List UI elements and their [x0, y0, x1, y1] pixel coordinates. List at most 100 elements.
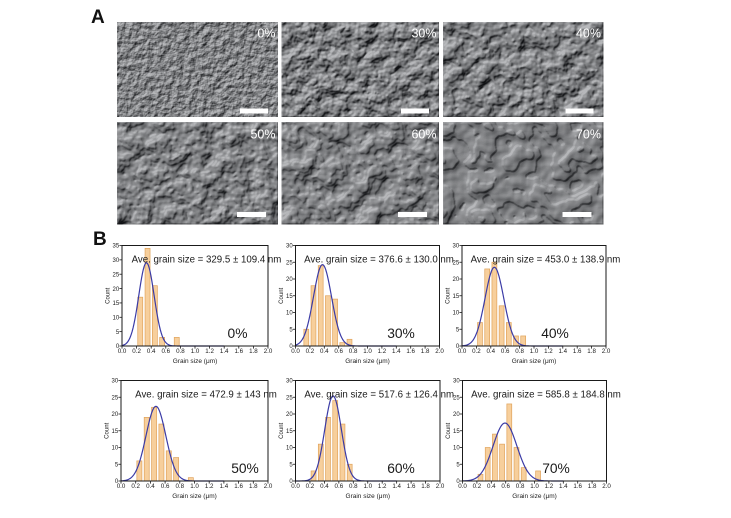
svg-text:5: 5 [116, 330, 120, 336]
svg-text:0.6: 0.6 [335, 483, 344, 490]
svg-text:2.0: 2.0 [264, 348, 273, 355]
svg-text:1.2: 1.2 [378, 483, 387, 490]
svg-text:0.8: 0.8 [349, 348, 358, 355]
svg-text:20: 20 [453, 412, 460, 418]
svg-text:1.2: 1.2 [205, 483, 214, 490]
svg-text:0.8: 0.8 [349, 483, 358, 490]
svg-text:1.4: 1.4 [558, 348, 567, 355]
svg-text:0.0: 0.0 [291, 483, 300, 490]
svg-text:Grain size (μm): Grain size (μm) [173, 358, 218, 365]
svg-text:30: 30 [453, 244, 460, 250]
svg-text:1.0: 1.0 [530, 483, 539, 490]
svg-text:0.0: 0.0 [291, 348, 300, 355]
svg-text:0.6: 0.6 [161, 483, 170, 490]
svg-text:0: 0 [289, 479, 293, 485]
svg-text:1.4: 1.4 [392, 348, 401, 355]
svg-text:15: 15 [453, 294, 460, 300]
svg-text:Grain size (μm): Grain size (μm) [345, 358, 390, 365]
svg-text:Count: Count [106, 287, 112, 303]
svg-text:0: 0 [116, 344, 120, 350]
svg-text:0%: 0% [257, 27, 275, 41]
svg-text:35: 35 [113, 244, 120, 250]
svg-text:1.6: 1.6 [406, 348, 415, 355]
svg-text:0: 0 [456, 479, 460, 485]
svg-text:Ave. grain size = 517.6 ± 126.: Ave. grain size = 517.6 ± 126.4 nm [304, 389, 454, 400]
svg-text:1.8: 1.8 [249, 348, 258, 355]
svg-text:Count: Count [446, 287, 452, 303]
svg-text:0.6: 0.6 [161, 348, 170, 355]
svg-text:0.6: 0.6 [334, 348, 343, 355]
svg-text:5: 5 [456, 462, 460, 468]
svg-text:1.4: 1.4 [220, 483, 229, 490]
svg-text:Ave. grain size = 329.5 ± 109.: Ave. grain size = 329.5 ± 109.4 nm [132, 254, 282, 265]
svg-text:1.6: 1.6 [573, 483, 582, 490]
svg-text:25: 25 [113, 272, 120, 278]
svg-text:10: 10 [112, 446, 119, 452]
svg-text:30: 30 [453, 379, 460, 385]
svg-text:2.0: 2.0 [264, 483, 273, 490]
svg-text:2.0: 2.0 [602, 483, 611, 490]
svg-text:0.4: 0.4 [487, 483, 496, 490]
svg-text:B: B [93, 229, 107, 250]
svg-text:15: 15 [286, 429, 293, 435]
svg-text:1.2: 1.2 [205, 348, 214, 355]
svg-text:Count: Count [279, 287, 285, 303]
svg-text:2.0: 2.0 [436, 483, 445, 490]
svg-text:1.6: 1.6 [407, 483, 416, 490]
svg-text:40%: 40% [576, 27, 601, 41]
svg-text:25: 25 [112, 395, 119, 401]
svg-text:60%: 60% [387, 461, 415, 476]
svg-text:0.4: 0.4 [146, 483, 155, 490]
svg-text:5: 5 [289, 462, 293, 468]
svg-text:Count: Count [105, 422, 111, 438]
svg-text:0.4: 0.4 [486, 348, 495, 355]
svg-text:1.6: 1.6 [234, 483, 243, 490]
svg-text:0.0: 0.0 [458, 348, 467, 355]
svg-text:1.8: 1.8 [421, 483, 430, 490]
svg-text:Ave. grain size = 472.9 ± 143: Ave. grain size = 472.9 ± 143 nm [135, 389, 277, 400]
svg-text:0: 0 [115, 479, 119, 485]
svg-text:0.4: 0.4 [320, 348, 329, 355]
svg-text:1.6: 1.6 [234, 348, 243, 355]
svg-text:25: 25 [453, 260, 460, 266]
svg-text:10: 10 [286, 446, 293, 452]
svg-text:30: 30 [113, 258, 120, 264]
svg-text:0.0: 0.0 [118, 348, 127, 355]
svg-text:30: 30 [286, 379, 293, 385]
svg-text:0.0: 0.0 [458, 483, 467, 490]
svg-text:0.2: 0.2 [306, 483, 315, 490]
svg-text:30: 30 [286, 244, 293, 250]
svg-text:2.0: 2.0 [602, 348, 611, 355]
svg-text:0.2: 0.2 [131, 483, 140, 490]
svg-text:25: 25 [286, 395, 293, 401]
svg-text:Count: Count [279, 422, 285, 438]
svg-text:10: 10 [113, 315, 120, 321]
svg-text:20: 20 [113, 287, 120, 293]
svg-text:20: 20 [112, 412, 119, 418]
svg-text:0.2: 0.2 [306, 348, 315, 355]
svg-text:15: 15 [286, 294, 293, 300]
svg-text:Ave. grain size = 585.8 ± 184.: Ave. grain size = 585.8 ± 184.8 nm [471, 389, 621, 400]
svg-text:1.2: 1.2 [545, 483, 554, 490]
svg-text:10: 10 [453, 446, 460, 452]
svg-text:1.0: 1.0 [363, 483, 372, 490]
svg-text:0.8: 0.8 [516, 483, 525, 490]
svg-text:20: 20 [286, 277, 293, 283]
svg-text:0.8: 0.8 [515, 348, 524, 355]
svg-text:10: 10 [286, 311, 293, 317]
svg-text:1.8: 1.8 [421, 348, 430, 355]
svg-text:1.8: 1.8 [587, 348, 596, 355]
svg-text:40%: 40% [541, 326, 569, 341]
svg-text:1.0: 1.0 [191, 348, 200, 355]
svg-text:1.2: 1.2 [378, 348, 387, 355]
svg-text:0: 0 [289, 344, 293, 350]
svg-text:1.8: 1.8 [588, 483, 597, 490]
svg-text:50%: 50% [250, 128, 275, 142]
svg-text:Grain size (μm): Grain size (μm) [172, 493, 217, 500]
svg-text:0.2: 0.2 [472, 348, 481, 355]
svg-text:0.8: 0.8 [175, 483, 184, 490]
svg-text:2.0: 2.0 [435, 348, 444, 355]
svg-text:1.0: 1.0 [530, 348, 539, 355]
svg-text:20: 20 [453, 277, 460, 283]
svg-text:1.8: 1.8 [249, 483, 258, 490]
